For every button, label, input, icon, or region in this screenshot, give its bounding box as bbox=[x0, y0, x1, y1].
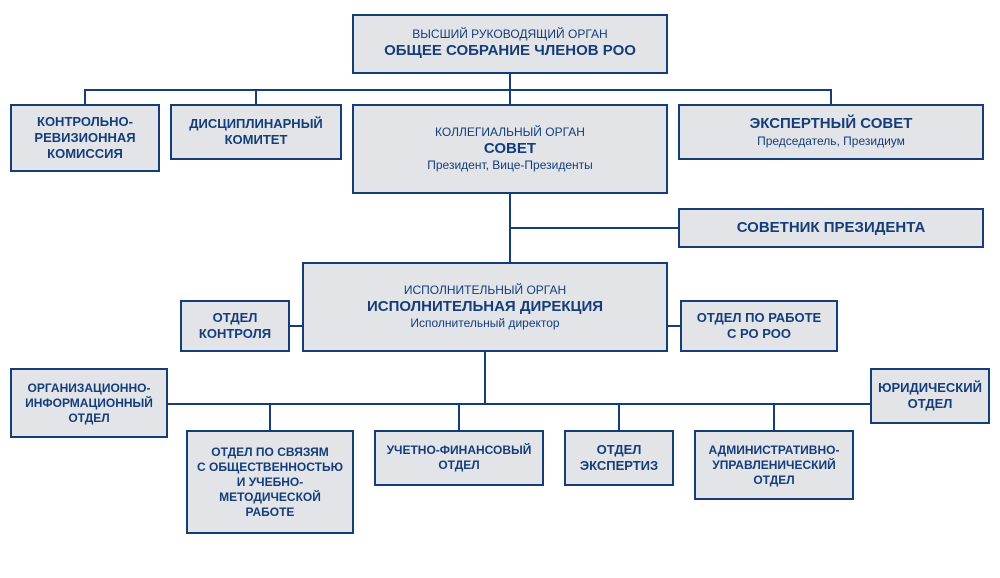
node-fin: УЧЕТНО-ФИНАНСОВЫЙ ОТДЕЛ bbox=[374, 430, 544, 486]
node-sovet: КОЛЛЕГИАЛЬНЫЙ ОРГАНСОВЕТПрезидент, Вице-… bbox=[352, 104, 668, 194]
node-legal: ЮРИДИЧЕСКИЙ ОТДЕЛ bbox=[870, 368, 990, 424]
node-orginfo: ОРГАНИЗАЦИОННО- ИНФОРМАЦИОННЫЙ ОТДЕЛ bbox=[10, 368, 168, 438]
node-title: ЭКСПЕРТНЫЙ СОВЕТ bbox=[750, 115, 913, 134]
node-expert: ЭКСПЕРТНЫЙ СОВЕТПредседатель, Президиум bbox=[678, 104, 984, 160]
node-expz: ОТДЕЛ ЭКСПЕРТИЗ bbox=[564, 430, 674, 486]
node-note: Председатель, Президиум bbox=[757, 134, 905, 149]
node-advisor: СОВЕТНИК ПРЕЗИДЕНТА bbox=[678, 208, 984, 248]
node-admin: АДМИНИСТРАТИВНО- УПРАВЛЕНИЧЕСКИЙ ОТДЕЛ bbox=[694, 430, 854, 500]
node-subtitle: ВЫСШИЙ РУКОВОДЯЩИЙ ОРГАН bbox=[412, 27, 607, 42]
connector bbox=[85, 74, 510, 104]
node-title: СОВЕТ bbox=[484, 140, 536, 159]
node-title: ОБЩЕЕ СОБРАНИЕ ЧЛЕНОВ РОО bbox=[384, 42, 636, 61]
node-disc: ДИСЦИПЛИНАРНЫЙ КОМИТЕТ bbox=[170, 104, 342, 160]
node-subtitle: ИСПОЛНИТЕЛЬНЫЙ ОРГАН bbox=[404, 283, 566, 298]
node-title: СОВЕТНИК ПРЕЗИДЕНТА bbox=[737, 219, 926, 238]
node-title: УЧЕТНО-ФИНАНСОВЫЙ ОТДЕЛ bbox=[387, 443, 532, 473]
node-top: ВЫСШИЙ РУКОВОДЯЩИЙ ОРГАНОБЩЕЕ СОБРАНИЕ Ч… bbox=[352, 14, 668, 74]
node-title: ОТДЕЛ ПО РАБОТЕ С РО РОО bbox=[697, 310, 821, 343]
node-title: АДМИНИСТРАТИВНО- УПРАВЛЕНИЧЕСКИЙ ОТДЕЛ bbox=[709, 443, 840, 488]
node-title: ДИСЦИПЛИНАРНЫЙ КОМИТЕТ bbox=[189, 116, 323, 149]
node-ctrl: ОТДЕЛ КОНТРОЛЯ bbox=[180, 300, 290, 352]
connector bbox=[256, 74, 510, 104]
node-title: ЮРИДИЧЕСКИЙ ОТДЕЛ bbox=[878, 380, 982, 413]
node-ro: ОТДЕЛ ПО РАБОТЕ С РО РОО bbox=[680, 300, 838, 352]
node-krev: КОНТРОЛЬНО- РЕВИЗИОННАЯ КОМИССИЯ bbox=[10, 104, 160, 172]
connector bbox=[510, 74, 831, 104]
node-title: ОТДЕЛ КОНТРОЛЯ bbox=[199, 310, 271, 343]
node-subtitle: КОЛЛЕГИАЛЬНЫЙ ОРГАН bbox=[435, 125, 585, 140]
node-title: ИСПОЛНИТЕЛЬНАЯ ДИРЕКЦИЯ bbox=[367, 298, 603, 317]
node-title: ОРГАНИЗАЦИОННО- ИНФОРМАЦИОННЫЙ ОТДЕЛ bbox=[25, 381, 153, 426]
node-title: ОТДЕЛ ПО СВЯЗЯМ С ОБЩЕСТВЕННОСТЬЮ И УЧЕБ… bbox=[197, 445, 343, 520]
node-note: Исполнительный директор bbox=[410, 316, 559, 331]
node-pr: ОТДЕЛ ПО СВЯЗЯМ С ОБЩЕСТВЕННОСТЬЮ И УЧЕБ… bbox=[186, 430, 354, 534]
node-exec: ИСПОЛНИТЕЛЬНЫЙ ОРГАНИСПОЛНИТЕЛЬНАЯ ДИРЕК… bbox=[302, 262, 668, 352]
node-title: ОТДЕЛ ЭКСПЕРТИЗ bbox=[580, 442, 658, 475]
node-note: Президент, Вице-Президенты bbox=[427, 158, 593, 173]
node-title: КОНТРОЛЬНО- РЕВИЗИОННАЯ КОМИССИЯ bbox=[34, 114, 135, 163]
